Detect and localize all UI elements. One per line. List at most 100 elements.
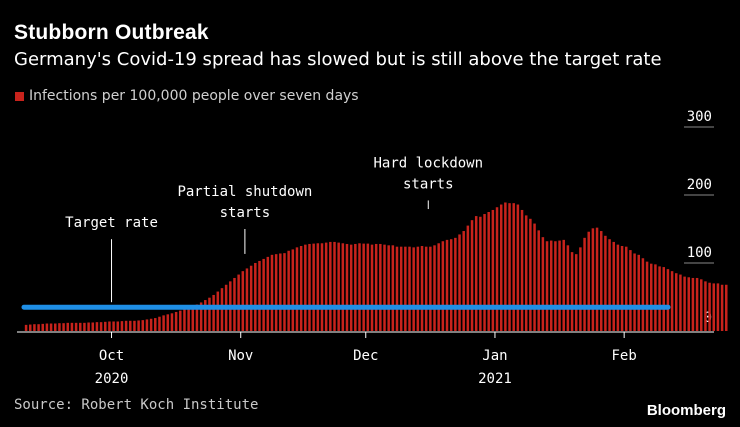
- x-tick-label: Feb: [612, 348, 637, 364]
- bar: [124, 320, 128, 331]
- bar: [324, 242, 328, 331]
- bar: [524, 215, 528, 331]
- annotation-label: starts: [220, 205, 271, 221]
- bar: [541, 237, 545, 331]
- bar: [424, 246, 428, 331]
- bar: [391, 245, 395, 331]
- bar: [608, 239, 611, 331]
- bar: [383, 244, 386, 331]
- bar: [499, 204, 503, 331]
- bar: [33, 324, 36, 331]
- bar: [462, 231, 465, 331]
- legend-label: Infections per 100,000 people over seven…: [29, 88, 359, 104]
- bar: [112, 321, 115, 331]
- bar: [199, 302, 203, 331]
- bar: [649, 263, 653, 331]
- bar: [241, 271, 245, 331]
- bar: [287, 250, 290, 331]
- bar: [662, 267, 665, 331]
- bar: [370, 244, 374, 331]
- bar: [700, 279, 703, 331]
- bloomberg-logo: Bloomberg: [646, 402, 726, 419]
- bar: [262, 258, 265, 331]
- bar: [458, 234, 461, 331]
- bar: [79, 322, 82, 331]
- bar: [624, 246, 628, 331]
- bar: [720, 284, 724, 331]
- bar: [629, 250, 632, 331]
- bar: [87, 322, 90, 331]
- bar: [54, 323, 57, 331]
- bar: [204, 300, 207, 331]
- bar: [24, 324, 28, 331]
- bar: [70, 322, 74, 331]
- bar: [170, 313, 174, 331]
- bar: [520, 209, 524, 331]
- bar: [329, 241, 332, 331]
- bar: [658, 266, 661, 331]
- bar: [479, 216, 482, 331]
- bar: [583, 237, 586, 331]
- bar: [279, 253, 282, 331]
- bar: [641, 258, 645, 331]
- bar: [333, 241, 336, 331]
- y-tick-label: 100: [687, 245, 712, 261]
- bar: [283, 253, 286, 331]
- bar: [299, 246, 303, 331]
- bar: [716, 283, 720, 331]
- bar: [174, 311, 178, 331]
- bar: [304, 244, 307, 331]
- bar: [308, 243, 311, 331]
- bar: [483, 214, 486, 331]
- x-axis-ticks: Oct 2020 Nov Dec Jan 2021 Feb: [95, 332, 637, 387]
- chart-subtitle: Germany's Covid-19 spread has slowed but…: [14, 49, 662, 70]
- chart-title: Stubborn Outbreak: [14, 21, 209, 44]
- bar: [725, 284, 728, 331]
- bar: [445, 239, 449, 331]
- bar: [358, 243, 361, 331]
- bar: [208, 297, 211, 331]
- bar: [545, 241, 549, 331]
- bar: [366, 243, 370, 331]
- bar: [666, 269, 670, 331]
- bar: [408, 246, 411, 331]
- y-tick-label: 200: [687, 177, 712, 193]
- bar: [612, 241, 615, 331]
- bar: [154, 318, 157, 331]
- bar: [179, 310, 182, 331]
- bar: [587, 231, 590, 331]
- legend-swatch: [15, 91, 24, 101]
- bar: [191, 306, 195, 331]
- annotation-label: Target rate: [65, 215, 158, 231]
- bar: [654, 264, 657, 331]
- bar: [691, 277, 695, 331]
- bar: [108, 321, 111, 331]
- bar: [549, 240, 553, 331]
- bar: [395, 246, 399, 331]
- bar: [599, 231, 603, 331]
- bar: [466, 225, 470, 331]
- bar: [49, 323, 53, 331]
- bar: [145, 319, 149, 331]
- bar: [712, 283, 716, 331]
- bar: [508, 203, 511, 331]
- bar: [433, 245, 436, 331]
- bar: [429, 246, 432, 331]
- bar: [295, 247, 299, 331]
- bar: [516, 204, 520, 331]
- bar: [320, 243, 324, 331]
- bar: [633, 253, 636, 331]
- bar: [399, 246, 403, 331]
- bar: [137, 320, 140, 331]
- bar: [274, 254, 278, 331]
- bar: [162, 315, 165, 331]
- bar: [675, 273, 678, 331]
- bar: [645, 261, 649, 331]
- bar: [233, 277, 236, 331]
- bar: [187, 307, 190, 331]
- bar: [470, 220, 474, 331]
- bar: [341, 243, 345, 331]
- bar: [416, 246, 420, 331]
- bar: [574, 254, 578, 331]
